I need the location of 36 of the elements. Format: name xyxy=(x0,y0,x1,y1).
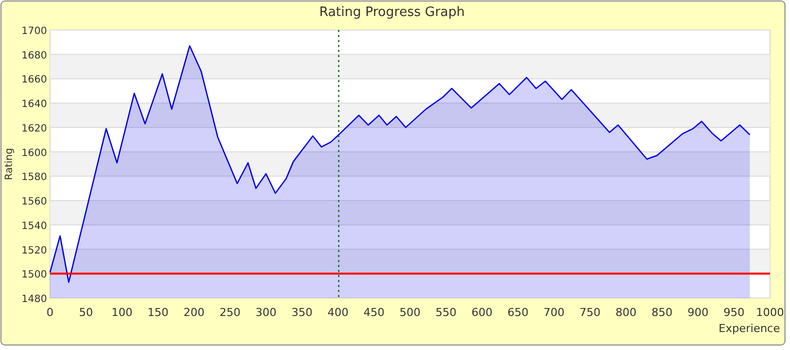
x-tick-label: 750 xyxy=(580,306,600,319)
x-tick-label: 900 xyxy=(688,306,708,319)
x-tick-label: 1000 xyxy=(756,306,784,319)
x-tick-label: 650 xyxy=(508,306,528,319)
y-tick-label: 1500 xyxy=(22,270,47,281)
y-tick-label: 1600 xyxy=(22,148,47,159)
x-tick-label: 500 xyxy=(400,306,420,319)
x-tick-label: 300 xyxy=(256,306,276,319)
x-tick-label: 850 xyxy=(652,306,672,319)
x-tick-label: 600 xyxy=(472,306,492,319)
x-axis-title: Experience xyxy=(718,322,780,335)
x-tick-label: 0 xyxy=(46,306,54,319)
y-tick-label: 1660 xyxy=(22,74,47,86)
x-tick-label: 400 xyxy=(328,306,348,319)
y-tick-label: 1520 xyxy=(22,245,47,256)
y-axis-title: Rating xyxy=(4,148,15,180)
x-tick-label: 200 xyxy=(184,306,204,319)
y-tick-label: 1540 xyxy=(22,220,47,232)
y-tick-label: 1700 xyxy=(22,26,47,37)
y-tick-label: 1580 xyxy=(22,172,47,184)
y-tick-label: 1680 xyxy=(22,50,47,62)
x-tick-label: 950 xyxy=(724,306,744,319)
chart-title: Rating Progress Graph xyxy=(319,5,465,20)
x-tick-label: 700 xyxy=(544,306,564,319)
x-tick-label: 150 xyxy=(148,306,168,319)
y-tick-label: 1480 xyxy=(22,294,47,305)
y-tick-label: 1640 xyxy=(22,99,47,110)
x-tick-label: 50 xyxy=(79,306,93,319)
x-tick-label: 800 xyxy=(616,306,636,319)
x-tick-label: 550 xyxy=(436,306,456,319)
y-tick-label: 1560 xyxy=(22,196,47,208)
y-tick-label: 1620 xyxy=(22,123,47,134)
x-tick-label: 350 xyxy=(292,306,312,319)
x-tick-label: 100 xyxy=(112,306,132,319)
x-tick-label: 450 xyxy=(364,306,384,319)
x-tick-label: 250 xyxy=(220,306,240,319)
